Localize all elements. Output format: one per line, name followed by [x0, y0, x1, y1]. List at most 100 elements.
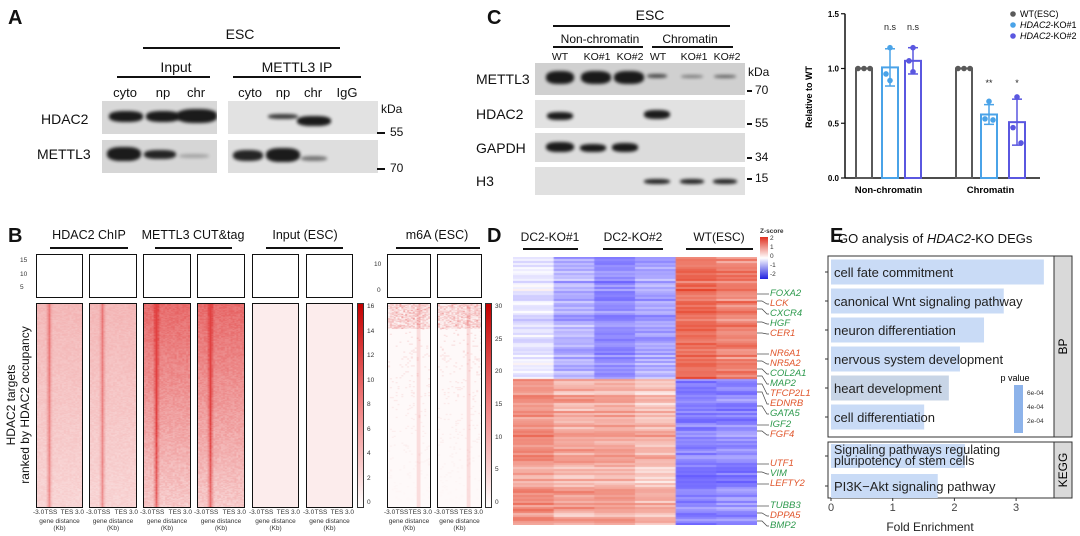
lane-label: chr: [186, 85, 206, 100]
gene-pointer: [757, 520, 769, 527]
gene-label: MAP2: [770, 378, 796, 389]
blot-band: [614, 70, 644, 84]
x-tick-label: 3.0: [236, 509, 246, 516]
colorbar-tick: 14: [367, 327, 375, 335]
signal-heatmap: [143, 303, 191, 508]
blot-c-mettl3: [535, 63, 745, 95]
fraction-label: Non-chromatin: [560, 32, 640, 46]
x-tick-label: 3.0: [74, 509, 84, 516]
blot-c-hdac2: [535, 100, 745, 128]
lane-label: chr: [303, 85, 323, 100]
signal-heatmap: [306, 303, 353, 508]
x-tick-label: 3.0: [290, 509, 300, 516]
track-group-label: HDAC2 ChIP: [52, 228, 126, 242]
data-point: [990, 117, 996, 123]
gene-pointer: [757, 360, 769, 365]
blot-band: [146, 110, 180, 122]
blot-band: [546, 142, 574, 152]
marker-tick: [377, 132, 385, 134]
colorbar-tick: 12: [367, 352, 375, 359]
profile-plot: [36, 254, 83, 298]
legend-gene: HDAC2: [1020, 31, 1051, 41]
signal-heatmap: [252, 303, 299, 508]
x-tick-label: TES: [60, 509, 74, 516]
track-group-underline: [155, 247, 232, 249]
sample-group-label: WT(ESC): [693, 230, 745, 244]
sample-group-underline: [686, 248, 753, 250]
colorbar-tick: 10: [495, 433, 503, 441]
lane-label: cyto: [238, 85, 262, 100]
sample-group-underline: [603, 248, 663, 250]
x-tick-label: 3: [1013, 502, 1019, 514]
data-point: [910, 68, 916, 75]
gene-pointer: [757, 405, 769, 415]
x-tick-label: TSS: [205, 509, 219, 516]
data-point: [1014, 94, 1020, 100]
profile-plot: [306, 254, 353, 298]
colorbar-tick: 4: [367, 450, 371, 457]
enrichment-bar: [831, 444, 965, 468]
enrichment-bar: [831, 288, 1004, 314]
data-point: [961, 65, 967, 72]
gene-label: LCK: [770, 298, 789, 309]
input-underline: [117, 76, 210, 78]
colorbar-tick: 15: [495, 401, 503, 408]
blot-band: [580, 144, 606, 152]
profile-plot: [252, 254, 299, 298]
blot-band: [266, 148, 300, 162]
track-group-label: m6A (ESC): [405, 228, 469, 242]
expression-heatmap: [513, 257, 757, 525]
gene-pointer: [757, 512, 769, 517]
gene-label: LEFTY2: [770, 478, 805, 489]
legend-marker: [1010, 22, 1016, 28]
x-category-label: Non-chromatin: [855, 185, 923, 196]
blot-band: [713, 178, 737, 184]
data-point: [861, 65, 867, 72]
lane-label: np: [275, 85, 291, 100]
significance-label: n.s: [884, 22, 897, 32]
gene-label: EDNRB: [770, 398, 804, 409]
data-point: [982, 116, 988, 122]
gene-label: NR5A2: [770, 358, 801, 369]
colorbar-tick: 25: [495, 335, 503, 343]
colorbar-tick: 5: [495, 466, 499, 474]
row-label: GAPDH: [476, 139, 526, 156]
x-tick-label: TES: [276, 509, 290, 516]
fraction-label: Chromatin: [662, 32, 718, 46]
x-axis-label: gene distance (Kb): [255, 518, 296, 532]
x-tick-label: TSS: [97, 509, 111, 516]
marker: 15: [755, 171, 769, 185]
data-point: [967, 65, 973, 72]
blot-a-hdac2-ip: [228, 101, 378, 134]
x-tick-label: TES: [114, 509, 128, 516]
enrichment-bar: [831, 346, 960, 372]
blot-band: [612, 142, 638, 152]
x-tick-label: 3.0: [128, 509, 138, 516]
blot-band: [179, 154, 209, 158]
track-group-label: Input (ESC): [272, 228, 338, 242]
colorbar-m6a: [485, 303, 492, 508]
lane-label: IgG: [336, 85, 358, 100]
profile-plot: [437, 254, 482, 298]
go-chart-title: GO analysis of HDAC2-KO DEGs: [838, 232, 1032, 245]
gene-pointer: [757, 430, 769, 436]
legend-tick: 2e-04: [1027, 418, 1044, 425]
x-tick-label: TES: [459, 509, 473, 516]
lane-label: WT: [551, 51, 569, 63]
lane-label: KO#2: [616, 51, 644, 63]
gene-pointer: [757, 368, 769, 375]
lane-label: np: [155, 85, 171, 100]
blot-band: [647, 74, 667, 78]
x-tick-label: -3.0: [249, 509, 261, 516]
zscore-title: Z-score: [760, 228, 784, 235]
bar-HDAC2-KO#2: [904, 59, 922, 179]
legend-label: HDAC2-KO#2: [1020, 31, 1077, 41]
gene-pointer: [757, 383, 769, 395]
legend-label: WT(ESC): [1020, 9, 1059, 19]
term-label: Signaling pathways regulating: [834, 443, 1000, 457]
signal-heatmap: [36, 303, 83, 508]
marker-55: 55: [390, 125, 404, 139]
x-tick-label: 0: [828, 502, 834, 514]
legend-text: -KO#1: [1051, 20, 1077, 30]
enrichment-bar: [831, 317, 985, 343]
